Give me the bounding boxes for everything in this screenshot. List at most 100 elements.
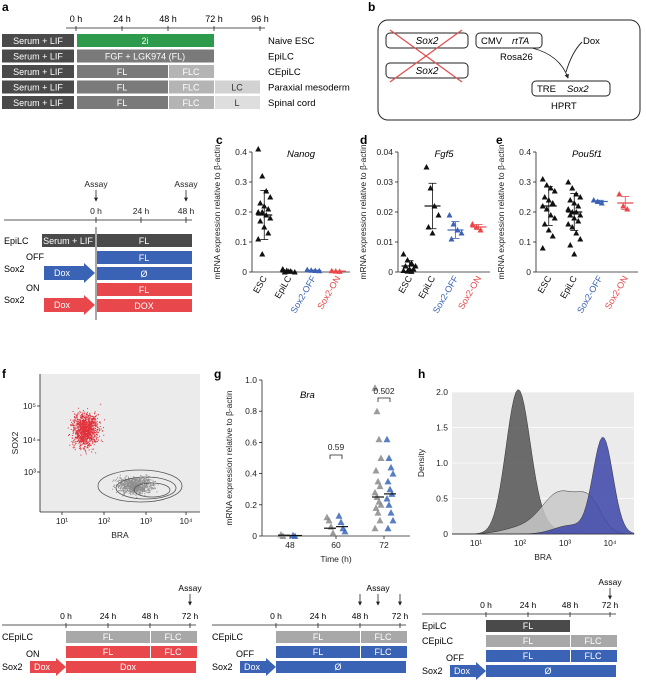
cell-dot-red <box>85 428 87 430</box>
cell-dot-grey <box>137 488 139 490</box>
cell-dot-red <box>82 441 84 443</box>
cell-dot-grey <box>123 484 125 486</box>
cell-dot-red <box>98 428 100 430</box>
cell-dot-grey <box>129 488 131 490</box>
cell-dot-grey <box>144 491 146 493</box>
cell-dot-red <box>82 434 84 436</box>
cell-dot-red <box>97 414 99 416</box>
cell-dot-red <box>97 432 99 434</box>
scheme-cepilc-flc-bar <box>361 631 407 643</box>
cell-dot-red <box>88 417 90 419</box>
cell-dot-red <box>77 419 79 421</box>
cell-dot-grey <box>135 482 137 484</box>
cell-dot-grey <box>142 485 144 487</box>
cell-dot-red <box>85 436 87 438</box>
cell-dot-grey <box>145 486 147 488</box>
cell-dot-red <box>95 414 97 416</box>
cell-dot-red <box>81 414 83 416</box>
cell-dot-red <box>99 429 101 431</box>
cell-dot-red <box>94 434 96 436</box>
cell-dot-red <box>93 436 95 438</box>
cell-dot-grey <box>144 488 146 490</box>
cell-dot-red <box>84 432 86 434</box>
cell-dot-red <box>87 442 89 444</box>
cell-dot-red <box>84 428 86 430</box>
category-label: Sox2-OFF <box>575 274 605 315</box>
cell-dot-red <box>71 422 73 424</box>
cell-dot-grey <box>145 485 147 487</box>
cell-dot-red <box>91 425 93 427</box>
cell-dot-grey <box>151 479 153 481</box>
cell-dot-grey <box>140 481 142 483</box>
cell-dot-red <box>80 454 82 456</box>
cell-dot-red <box>73 439 75 441</box>
cell-dot-grey <box>112 488 114 490</box>
cell-dot-grey <box>138 489 140 491</box>
cell-dot-grey <box>149 487 151 489</box>
data-point <box>265 206 272 212</box>
medium-segment <box>169 96 214 109</box>
y-tick-label: 0.02 <box>376 207 393 217</box>
cell-dot-grey <box>128 482 130 484</box>
cell-dot-red <box>80 436 82 438</box>
cell-dot-grey <box>139 490 141 492</box>
cell-dot-grey <box>134 489 136 491</box>
cell-dot-red <box>79 440 81 442</box>
cell-dot-red <box>84 421 86 423</box>
cell-dot-grey <box>132 479 134 481</box>
data-point <box>567 197 574 203</box>
cell-dot-red <box>96 423 98 425</box>
cell-dot-grey <box>131 488 133 490</box>
cell-dot-grey <box>124 488 126 490</box>
scheme-time-label: 48 h <box>142 611 159 621</box>
data-point <box>383 435 391 443</box>
cell-dot-red <box>89 426 91 428</box>
data-point <box>446 212 453 218</box>
cell-dot-red <box>95 432 97 434</box>
cell-dot-red <box>91 436 93 438</box>
cell-dot-red <box>88 419 90 421</box>
cell-dot-red <box>80 415 82 417</box>
cell-dot-grey <box>121 482 123 484</box>
cell-dot-grey <box>133 491 135 493</box>
cell-dot-red <box>82 423 84 425</box>
cell-dot-red <box>82 428 84 430</box>
cell-dot-red <box>78 426 80 428</box>
cell-dot-red <box>81 426 83 428</box>
sox2-allele-top <box>385 32 469 49</box>
cell-dot-grey <box>147 478 149 480</box>
cell-dot-red <box>88 436 90 438</box>
cell-dot-red <box>93 421 95 423</box>
cell-dot-red <box>94 441 96 443</box>
cell-dot-grey <box>143 482 145 484</box>
cell-dot-grey <box>123 480 125 482</box>
cell-dot-red <box>74 420 76 422</box>
cell-dot-grey <box>138 493 140 495</box>
cell-dot-red <box>72 411 74 413</box>
cell-dot-red <box>94 421 96 423</box>
cell-dot-red <box>82 438 84 440</box>
cell-dot-red <box>94 417 96 419</box>
cell-dot-red <box>97 417 99 419</box>
cell-dot-red <box>90 418 92 420</box>
cell-dot-grey <box>139 481 141 483</box>
cell-dot-grey <box>141 480 143 482</box>
scheme-time-label: 72 h <box>392 611 409 621</box>
cell-dot-red <box>75 441 77 443</box>
cell-dot-red <box>72 424 74 426</box>
cell-dot-grey <box>135 478 137 480</box>
scheme-sox2-flc-bar <box>571 650 617 662</box>
cell-dot-grey <box>144 480 146 482</box>
cell-dot-grey <box>147 489 149 491</box>
cell-dot-grey <box>132 482 134 484</box>
cell-dot-grey <box>136 496 138 498</box>
cell-dot-grey <box>121 482 123 484</box>
cell-dot-red <box>81 414 83 416</box>
medium-segment-label: FLC <box>182 98 200 108</box>
cell-dot-grey <box>127 487 129 489</box>
cell-dot-red <box>83 425 85 427</box>
cell-dot-grey <box>149 490 151 492</box>
cell-dot-grey <box>144 486 146 488</box>
cell-dot-grey <box>135 488 137 490</box>
scheme-sox2-fl-bar <box>276 646 360 658</box>
